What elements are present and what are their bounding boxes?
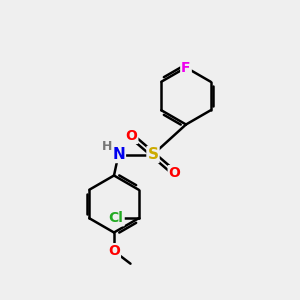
Text: Cl: Cl: [109, 211, 124, 225]
Text: H: H: [102, 140, 112, 153]
Text: O: O: [169, 166, 181, 180]
Text: S: S: [148, 147, 158, 162]
Text: N: N: [112, 147, 125, 162]
Text: O: O: [108, 244, 120, 258]
Text: F: F: [181, 61, 191, 74]
Text: O: O: [125, 129, 137, 143]
